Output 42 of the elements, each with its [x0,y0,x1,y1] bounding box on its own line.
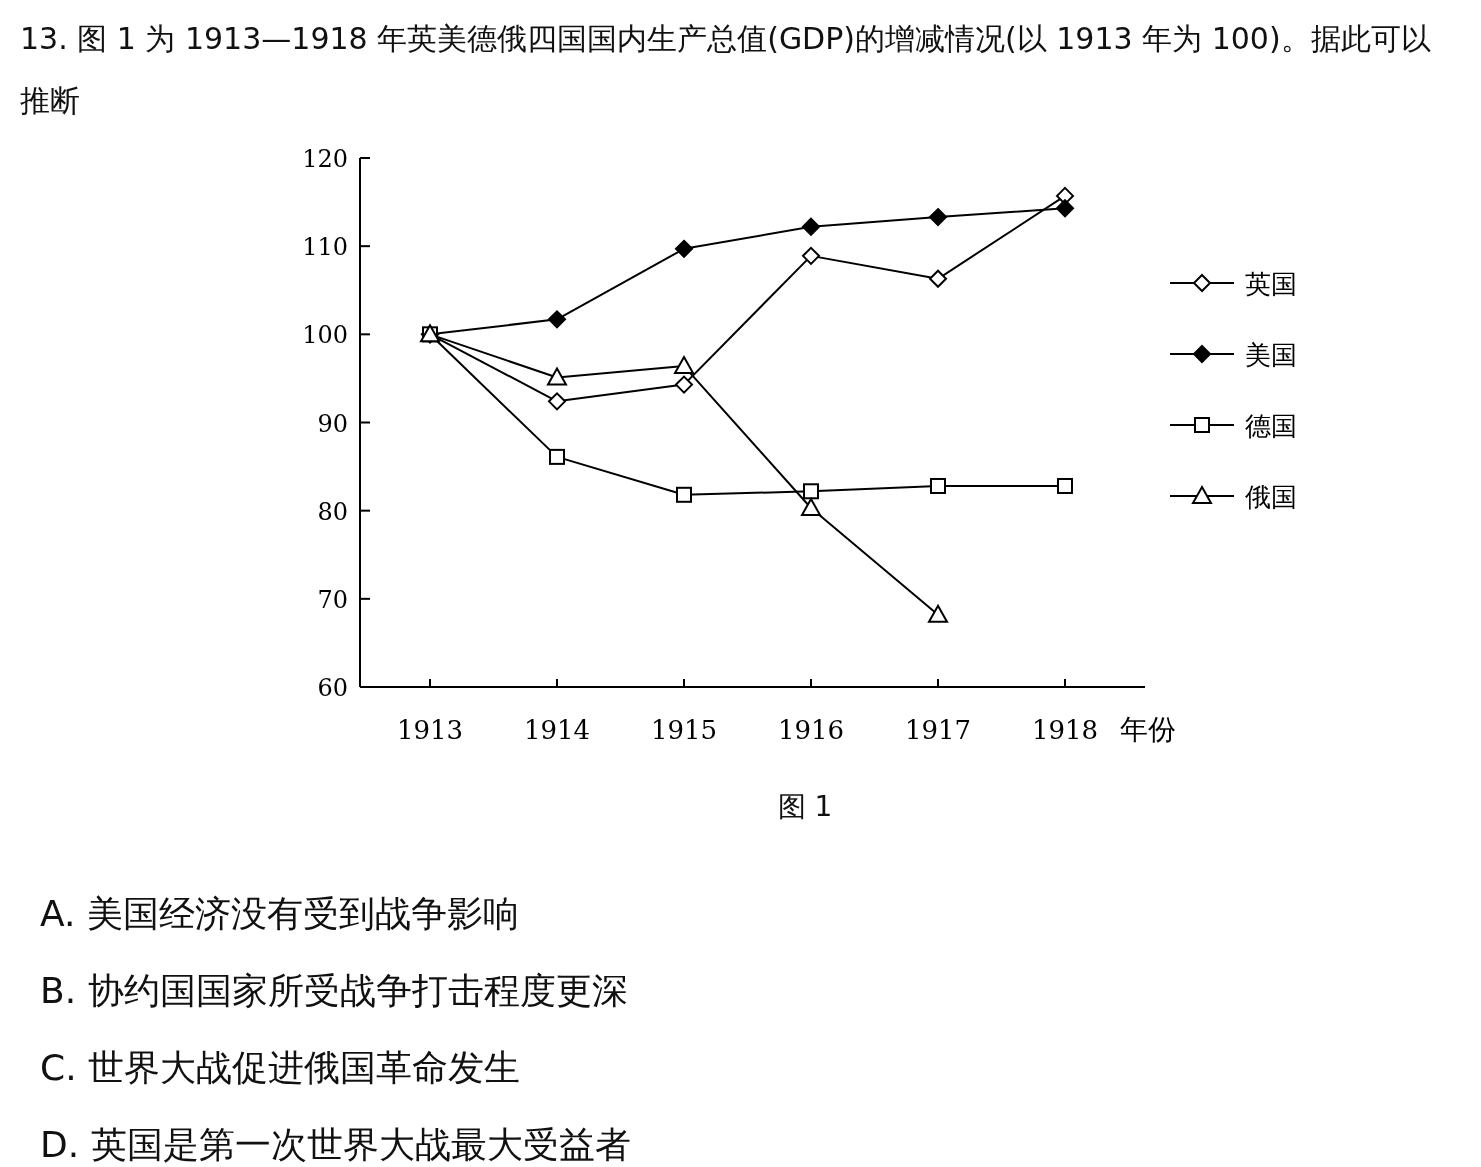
x-tick-label: 1918 [1031,715,1099,745]
caption: 图 1 [776,789,834,825]
text: A. 美国经济没有受到战争影响 [40,892,519,936]
x-tick-label: 1916 [777,715,845,745]
point [929,269,947,288]
text: D. 英国是第一次世界大战最大受益者 [40,1123,631,1167]
point [549,448,565,465]
y-tick-label: 70 [317,585,348,614]
point [674,356,694,375]
point [1056,199,1074,218]
point [548,310,566,329]
legend-label: 德国 [1245,411,1297,441]
point [801,498,821,517]
x-tick-label: 1915 [650,715,718,745]
chart-title: 13. 图 1 为 1913—1918 年英美德俄四国国内生产总值(GDP)的增减情况(以 1913 年为 100)。据此可以推断 [20,20,1432,120]
text: B. 协约国国家所受战争打击程度更深 [40,969,628,1013]
text: C. 世界大战促进俄国革命发生 [40,1046,521,1090]
x-tick-label: 1914 [523,715,591,745]
y-tick-label: 100 [302,321,348,350]
point [547,367,567,386]
point [548,392,566,411]
point [928,604,948,623]
point [930,477,946,494]
y-tick-label: 110 [302,233,348,262]
point [802,246,820,265]
point [802,217,820,236]
y-tick-label: 120 [302,145,348,173]
legend-label: 俄国 [1245,482,1297,512]
legend-label: 美国 [1245,340,1297,370]
legend-label: 英国 [1245,269,1297,299]
point [1057,477,1073,494]
y-tick-label: 80 [317,497,348,526]
point [803,483,819,500]
y-tick-label: 90 [317,409,348,438]
x-axis-title: 年份 [1120,713,1176,746]
point [675,239,693,258]
point [929,208,947,227]
x-tick-label: 1913 [396,715,464,745]
y-tick-label: 60 [317,674,348,702]
x-tick-label: 1917 [904,715,972,745]
point [676,486,692,503]
point [675,375,693,394]
